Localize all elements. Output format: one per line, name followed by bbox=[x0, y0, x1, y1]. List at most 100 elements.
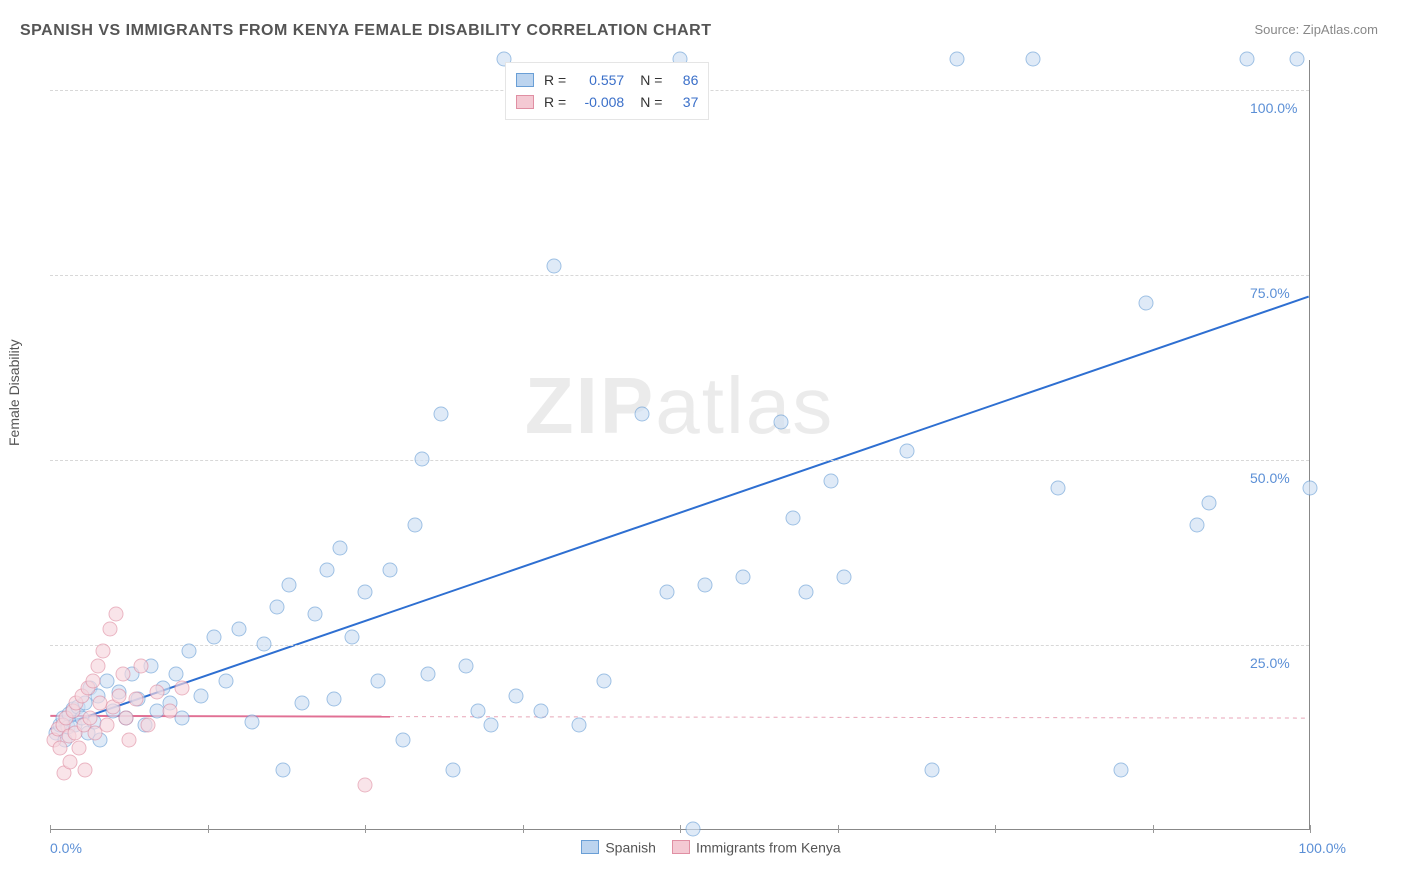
data-point bbox=[78, 762, 93, 777]
source-site: ZipAtlas.com bbox=[1303, 22, 1378, 37]
trend-line bbox=[50, 297, 1308, 730]
x-tick bbox=[208, 825, 209, 833]
data-point bbox=[1139, 296, 1154, 311]
legend-swatch bbox=[672, 840, 690, 854]
y-tick-label: 75.0% bbox=[1250, 285, 1290, 301]
n-label: N = bbox=[640, 91, 662, 113]
data-point bbox=[206, 629, 221, 644]
data-point bbox=[446, 762, 461, 777]
data-point bbox=[162, 703, 177, 718]
legend-swatch bbox=[581, 840, 599, 854]
legend-label: Immigrants from Kenya bbox=[696, 839, 841, 855]
data-point bbox=[1303, 481, 1318, 496]
data-point bbox=[112, 688, 127, 703]
data-point bbox=[122, 733, 137, 748]
data-point bbox=[276, 762, 291, 777]
data-point bbox=[534, 703, 549, 718]
data-point bbox=[128, 692, 143, 707]
data-point bbox=[232, 622, 247, 637]
scatter-plot: ZIPatlas bbox=[50, 60, 1310, 830]
data-point bbox=[141, 718, 156, 733]
correlation-legend: R =0.557N =86R =-0.008N =37 bbox=[505, 62, 709, 120]
data-point bbox=[773, 414, 788, 429]
data-point bbox=[370, 673, 385, 688]
data-point bbox=[1025, 52, 1040, 67]
data-point bbox=[108, 607, 123, 622]
data-point bbox=[181, 644, 196, 659]
data-point bbox=[71, 740, 86, 755]
data-point bbox=[421, 666, 436, 681]
x-tick bbox=[50, 825, 51, 833]
r-label: R = bbox=[544, 69, 566, 91]
data-point bbox=[116, 666, 131, 681]
data-point bbox=[90, 659, 105, 674]
data-point bbox=[572, 718, 587, 733]
n-value: 37 bbox=[668, 91, 698, 113]
data-point bbox=[1051, 481, 1066, 496]
data-point bbox=[547, 259, 562, 274]
data-point bbox=[295, 696, 310, 711]
gridline bbox=[50, 645, 1309, 646]
data-point bbox=[257, 636, 272, 651]
data-point bbox=[698, 577, 713, 592]
data-point bbox=[925, 762, 940, 777]
data-point bbox=[99, 673, 114, 688]
x-tick bbox=[995, 825, 996, 833]
gridline bbox=[50, 275, 1309, 276]
watermark-bold: ZIP bbox=[525, 361, 655, 450]
x-tick bbox=[680, 825, 681, 833]
chart-title: SPANISH VS IMMIGRANTS FROM KENYA FEMALE … bbox=[20, 22, 712, 40]
r-value: 0.557 bbox=[572, 69, 624, 91]
data-point bbox=[307, 607, 322, 622]
data-point bbox=[244, 714, 259, 729]
series-legend: SpanishImmigrants from Kenya bbox=[0, 838, 1406, 855]
legend-swatch bbox=[516, 95, 534, 109]
y-tick-label: 50.0% bbox=[1250, 470, 1290, 486]
n-value: 86 bbox=[668, 69, 698, 91]
data-point bbox=[95, 644, 110, 659]
data-point bbox=[175, 681, 190, 696]
gridline bbox=[50, 460, 1309, 461]
data-point bbox=[824, 474, 839, 489]
data-point bbox=[150, 685, 165, 700]
n-label: N = bbox=[640, 69, 662, 91]
data-point bbox=[282, 577, 297, 592]
data-point bbox=[1240, 52, 1255, 67]
data-point bbox=[597, 673, 612, 688]
data-point bbox=[484, 718, 499, 733]
data-point bbox=[509, 688, 524, 703]
data-point bbox=[194, 688, 209, 703]
data-point bbox=[63, 755, 78, 770]
source-prefix: Source: bbox=[1254, 22, 1302, 37]
y-axis-label: Female Disability bbox=[6, 339, 22, 446]
x-tick bbox=[523, 825, 524, 833]
data-point bbox=[786, 511, 801, 526]
data-point bbox=[1189, 518, 1204, 533]
legend-swatch bbox=[516, 73, 534, 87]
x-tick bbox=[1153, 825, 1154, 833]
data-point bbox=[118, 710, 133, 725]
data-point bbox=[83, 710, 98, 725]
watermark-light: atlas bbox=[655, 361, 834, 450]
data-point bbox=[414, 451, 429, 466]
x-tick bbox=[1310, 825, 1311, 833]
trend-line bbox=[390, 717, 1309, 718]
data-point bbox=[103, 622, 118, 637]
data-point bbox=[736, 570, 751, 585]
data-point bbox=[635, 407, 650, 422]
data-point bbox=[99, 718, 114, 733]
watermark: ZIPatlas bbox=[525, 360, 834, 452]
data-point bbox=[408, 518, 423, 533]
y-tick-label: 25.0% bbox=[1250, 655, 1290, 671]
trend-lines-layer bbox=[50, 60, 1309, 829]
data-point bbox=[433, 407, 448, 422]
r-label: R = bbox=[544, 91, 566, 113]
data-point bbox=[1114, 762, 1129, 777]
data-point bbox=[358, 777, 373, 792]
trend-line bbox=[50, 716, 390, 717]
x-tick bbox=[365, 825, 366, 833]
data-point bbox=[383, 562, 398, 577]
data-point bbox=[395, 733, 410, 748]
data-point bbox=[799, 585, 814, 600]
data-point bbox=[345, 629, 360, 644]
